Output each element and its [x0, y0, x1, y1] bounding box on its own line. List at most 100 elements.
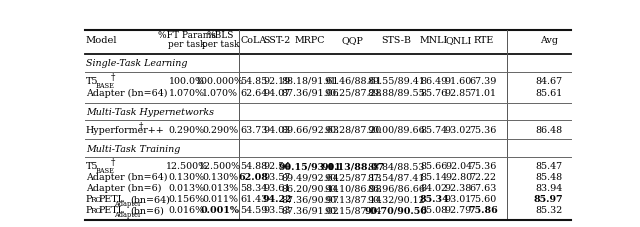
Text: 94.03: 94.03 [263, 126, 291, 135]
Text: 58.34: 58.34 [240, 184, 268, 193]
Text: 0.011%: 0.011% [202, 195, 238, 204]
Text: 94.07: 94.07 [263, 89, 291, 98]
Text: 86.49: 86.49 [420, 77, 448, 86]
Text: Avg: Avg [540, 36, 557, 45]
Text: 0.290%: 0.290% [202, 126, 239, 135]
Text: 63.73: 63.73 [240, 126, 268, 135]
Text: PETL: PETL [99, 206, 124, 215]
Text: 71.01: 71.01 [470, 89, 497, 98]
Text: 87.36/91.02: 87.36/91.02 [282, 206, 339, 215]
Text: 85.32: 85.32 [535, 206, 563, 215]
Text: Single-Task Learning: Single-Task Learning [86, 59, 188, 69]
Text: 84.02: 84.02 [420, 184, 447, 193]
Text: 88.18/91.61: 88.18/91.61 [282, 77, 339, 86]
Text: 90.15/93.01: 90.15/93.01 [278, 162, 342, 171]
Text: 93.57: 93.57 [263, 173, 291, 182]
Text: 90.25/87.28: 90.25/87.28 [324, 89, 381, 98]
Text: 75.60: 75.60 [470, 195, 497, 204]
Text: 85.66: 85.66 [420, 162, 448, 171]
Text: BASE: BASE [96, 82, 115, 90]
Text: 91.13/88.07: 91.13/88.07 [321, 162, 385, 171]
Text: Multi-Task Training: Multi-Task Training [86, 145, 180, 154]
Text: 100.0%: 100.0% [169, 77, 205, 86]
Text: SST-2: SST-2 [263, 36, 291, 45]
Text: 87.54/87.41: 87.54/87.41 [367, 173, 424, 182]
Text: 85.48: 85.48 [535, 173, 563, 182]
Text: 85.08: 85.08 [420, 206, 448, 215]
Text: 90.15/87.04: 90.15/87.04 [324, 206, 381, 215]
Text: Adapter: Adapter [114, 200, 141, 208]
Text: 85.47: 85.47 [535, 162, 563, 171]
Text: 92.38: 92.38 [445, 184, 472, 193]
Text: Adapter (bn=6): Adapter (bn=6) [86, 184, 161, 193]
Text: (bn=64): (bn=64) [130, 195, 170, 204]
Text: 54.85: 54.85 [240, 77, 268, 86]
Text: 90.32/90.12: 90.32/90.12 [367, 195, 425, 204]
Text: 90.00/89.66: 90.00/89.66 [367, 126, 425, 135]
Text: 0.290%: 0.290% [168, 126, 205, 135]
Text: †: † [111, 73, 115, 82]
Text: BASE: BASE [96, 168, 115, 175]
Text: 92.04: 92.04 [445, 162, 472, 171]
Text: 54.88: 54.88 [240, 162, 267, 171]
Text: 92.80: 92.80 [445, 173, 472, 182]
Text: 92.79: 92.79 [445, 206, 472, 215]
Text: 0.013%: 0.013% [202, 184, 239, 193]
Text: 93.61: 93.61 [263, 184, 291, 193]
Text: 93.01: 93.01 [445, 195, 472, 204]
Text: 87.36/91.06: 87.36/91.06 [281, 89, 339, 98]
Text: 91.60: 91.60 [445, 77, 472, 86]
Text: 0.130%: 0.130% [168, 173, 205, 182]
Text: MRPC: MRPC [295, 36, 325, 45]
Text: %FT Params: %FT Params [157, 31, 216, 40]
Text: 93.53: 93.53 [263, 206, 291, 215]
Text: 90.25/87.13: 90.25/87.13 [324, 173, 381, 182]
Text: (bn=6): (bn=6) [130, 206, 164, 215]
Text: 54.59: 54.59 [240, 206, 268, 215]
Text: 0.001%: 0.001% [201, 206, 240, 215]
Text: †: † [111, 158, 115, 167]
Text: 89.88/89.55: 89.88/89.55 [367, 89, 425, 98]
Text: Adapter (bn=64): Adapter (bn=64) [86, 173, 168, 182]
Text: Adapter (bn=64): Adapter (bn=64) [86, 89, 168, 98]
Text: T5: T5 [86, 162, 99, 171]
Text: RTE: RTE [473, 36, 493, 45]
Text: PETL: PETL [99, 195, 124, 204]
Text: 85.34: 85.34 [419, 195, 449, 204]
Text: QQP: QQP [342, 36, 364, 45]
Text: 85.14: 85.14 [420, 173, 448, 182]
Text: Adapter: Adapter [114, 211, 141, 219]
Text: 89.49/92.64: 89.49/92.64 [281, 173, 339, 182]
Text: RO: RO [91, 196, 102, 204]
Text: 62.64: 62.64 [240, 89, 268, 98]
Text: STS-B: STS-B [381, 36, 411, 45]
Text: Model: Model [86, 36, 118, 45]
Text: 84.67: 84.67 [535, 77, 563, 86]
Text: 86.96/86.66: 86.96/86.66 [367, 184, 425, 193]
Text: 1.070%: 1.070% [202, 89, 238, 98]
Text: 75.36: 75.36 [470, 126, 497, 135]
Text: 85.74: 85.74 [420, 126, 448, 135]
Text: MNLI: MNLI [420, 36, 448, 45]
Text: 100.000%: 100.000% [196, 77, 244, 86]
Text: QNLI: QNLI [445, 36, 472, 45]
Text: 90.13/87.14: 90.13/87.14 [324, 195, 381, 204]
Text: 67.63: 67.63 [470, 184, 497, 193]
Text: 12.500%: 12.500% [166, 162, 208, 171]
Text: P: P [86, 206, 92, 215]
Text: 86.48: 86.48 [535, 126, 563, 135]
Text: †: † [138, 122, 143, 131]
Text: 94.22: 94.22 [262, 195, 292, 204]
Text: 1.070%: 1.070% [169, 89, 205, 98]
Text: 67.39: 67.39 [470, 77, 497, 86]
Text: RO: RO [91, 207, 102, 215]
Text: 92.85: 92.85 [445, 89, 472, 98]
Text: 0.013%: 0.013% [168, 184, 205, 193]
Text: 85.61: 85.61 [535, 89, 563, 98]
Text: 85.76: 85.76 [420, 89, 448, 98]
Text: 61.43: 61.43 [240, 195, 268, 204]
Text: 90.10/86.98: 90.10/86.98 [324, 184, 381, 193]
Text: 75.86: 75.86 [468, 206, 498, 215]
Text: 90.70/90.50: 90.70/90.50 [365, 206, 428, 215]
Text: 92.54: 92.54 [263, 162, 291, 171]
